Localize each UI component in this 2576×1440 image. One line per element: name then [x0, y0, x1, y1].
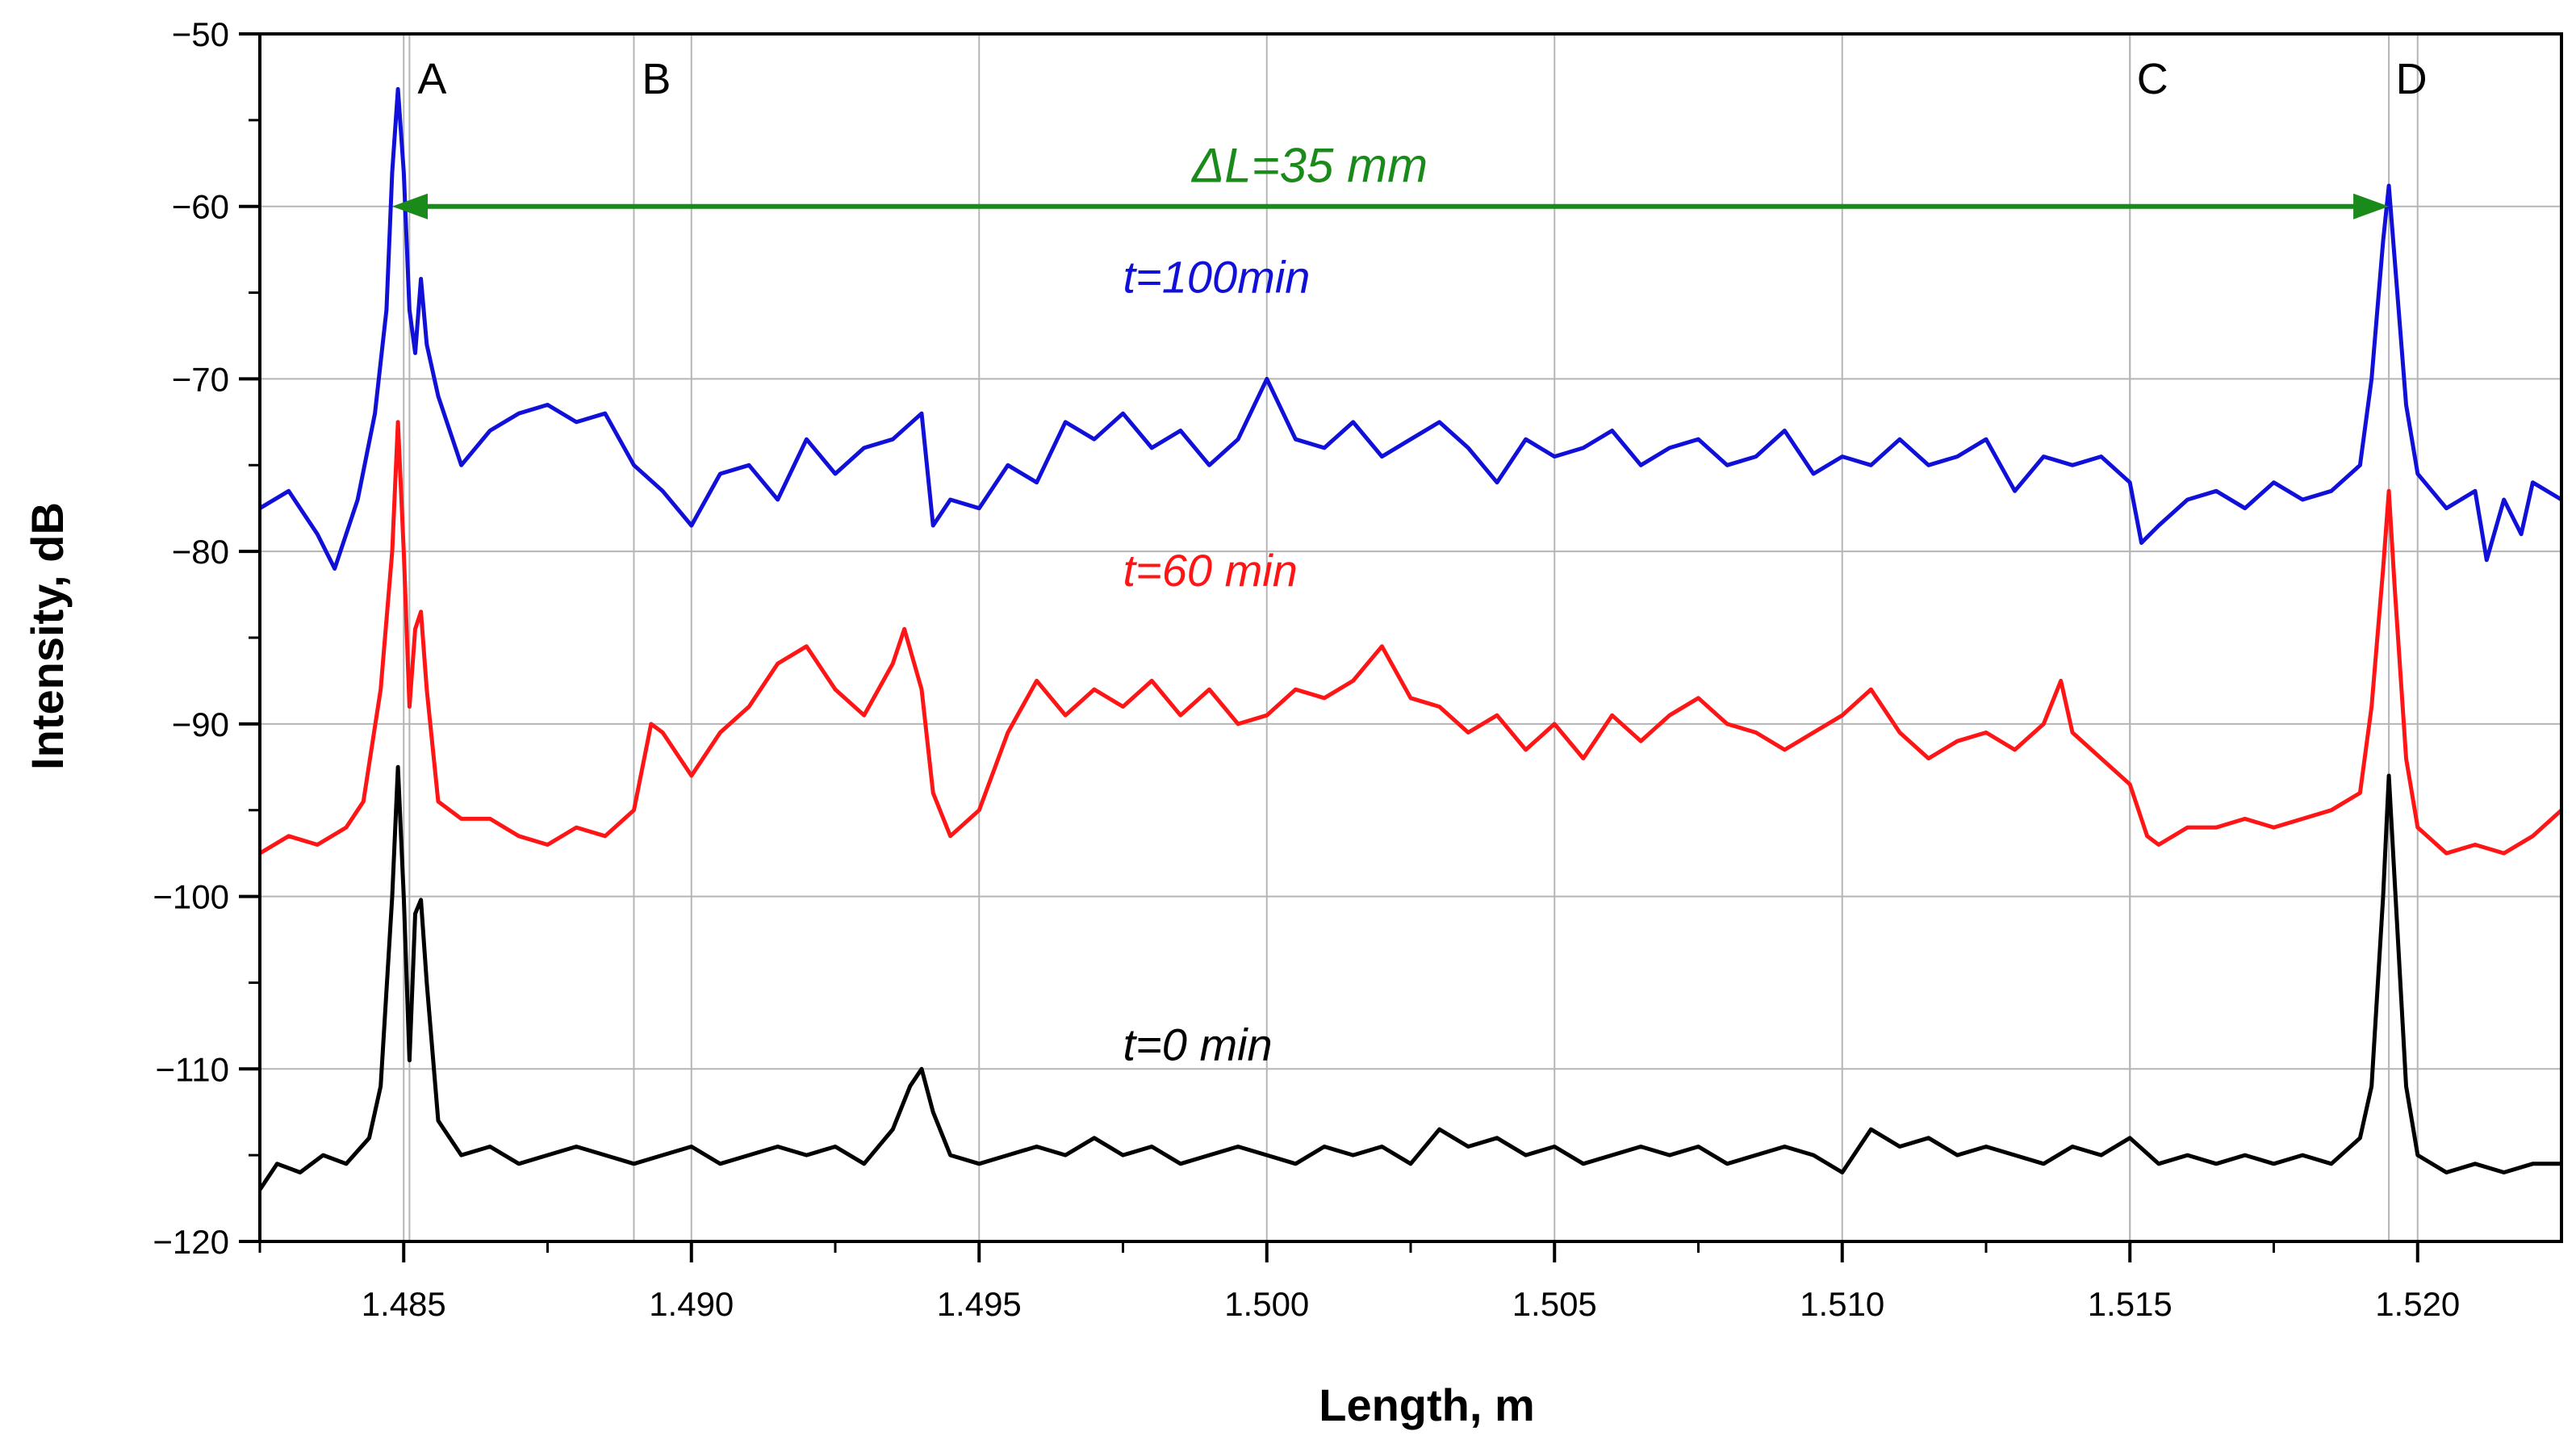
y-tick-label: −100: [153, 878, 229, 916]
x-tick-label: 1.500: [1224, 1285, 1309, 1323]
marker-label-d: D: [2396, 55, 2428, 103]
series-labels: t=100min t=60 min t=0 min: [1123, 252, 1311, 1070]
annotation-arrowhead-left: [391, 193, 428, 220]
y-tick-label: −70: [172, 360, 229, 398]
marker-lines: [408, 34, 2390, 1241]
y-axis-title: Intensity, dB: [22, 502, 73, 770]
series-label: t=0 min: [1123, 1019, 1273, 1070]
marker-label-c: C: [2137, 55, 2168, 103]
marker-labels: A B C D: [417, 55, 2427, 103]
series-label: t=100min: [1123, 252, 1311, 303]
axis-ticks: [239, 32, 2419, 1262]
y-tick-labels: −50 −60 −70 −80 −90 −100 −110 −120: [153, 15, 229, 1261]
annotation-label: ΔL=35 mm: [1190, 139, 1428, 193]
y-tick-label: −120: [153, 1223, 229, 1261]
y-tick-label: −90: [172, 705, 229, 743]
annotation: ΔL=35 mm: [391, 139, 2390, 220]
plot-frame: [258, 32, 2563, 1243]
y-tick-label: −80: [172, 533, 229, 571]
x-axis-title: Length, m: [1319, 1379, 1535, 1430]
x-tick-labels: 1.485 1.490 1.495 1.500 1.505 1.510 1.515 1.520: [362, 1285, 2461, 1323]
gridlines: [260, 33, 2561, 1242]
x-tick-label: 1.485: [362, 1285, 446, 1323]
x-tick-label: 1.490: [649, 1285, 734, 1323]
series-line: [258, 420, 2563, 856]
series-lines: [257, 86, 2563, 1191]
y-tick-label: −50: [172, 15, 229, 53]
annotation-arrowhead-right: [2353, 193, 2390, 220]
x-tick-label: 1.505: [1512, 1285, 1597, 1323]
marker-label-b: B: [642, 55, 671, 103]
y-tick-label: −110: [156, 1050, 230, 1088]
series-line: [257, 764, 2561, 1191]
y-tick-label: −60: [172, 188, 229, 226]
x-tick-label: 1.495: [937, 1285, 1022, 1323]
series-line: [258, 86, 2563, 571]
series-label: t=60 min: [1123, 545, 1298, 596]
x-tick-label: 1.515: [2088, 1285, 2172, 1323]
x-tick-label: 1.510: [1800, 1285, 1884, 1323]
x-tick-label: 1.520: [2375, 1285, 2460, 1323]
marker-label-a: A: [417, 55, 446, 103]
